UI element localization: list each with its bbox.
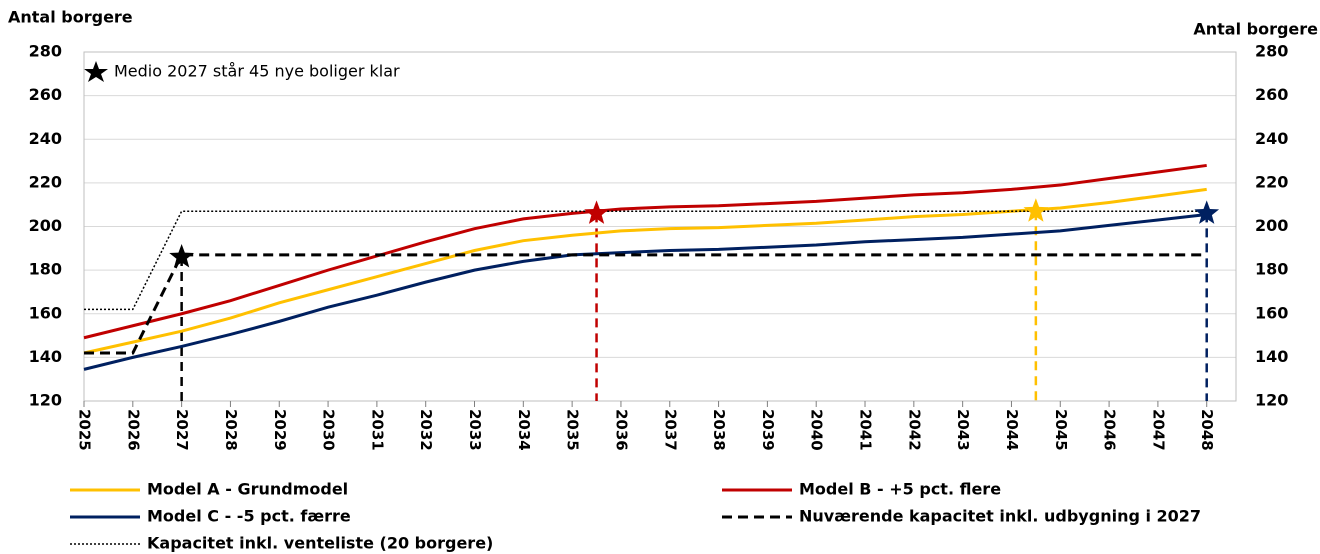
x-tick-label: 2031: [368, 409, 386, 451]
y-tick-label: 140: [29, 347, 62, 366]
series-line: [83, 213, 1207, 371]
y2-tick-label: 220: [1255, 172, 1288, 191]
x-tick-label: 2046: [1101, 409, 1119, 451]
x-tick-label: 2044: [1003, 409, 1021, 451]
legend-label: Model A - Grundmodel: [147, 480, 348, 499]
y-axis-label-right: Antal borgere: [1193, 20, 1318, 39]
x-tick-label: 2028: [222, 409, 240, 451]
y2-tick-label: 200: [1255, 216, 1288, 235]
x-tick-label: 2040: [808, 409, 826, 451]
y-tick-label: 240: [29, 129, 62, 148]
legend-label: Nuværende kapacitet inkl. udbygning i 20…: [799, 507, 1201, 526]
legend-label: Model C - -5 pct. færre: [147, 507, 351, 526]
y-tick-label: 180: [29, 260, 62, 279]
y-tick-label: 160: [29, 303, 62, 322]
milestone-star: [584, 200, 609, 224]
x-tick-label: 2027: [173, 409, 191, 451]
x-tick-label: 2042: [905, 409, 923, 451]
x-tick-label: 2048: [1198, 409, 1216, 451]
x-tick-label: 2025: [76, 409, 94, 451]
y2-tick-label: 260: [1255, 85, 1288, 104]
x-tick-label: 2026: [124, 409, 142, 451]
milestone-star: [1023, 198, 1049, 222]
x-tick-label: 2034: [515, 409, 533, 451]
y2-tick-label: 280: [1255, 42, 1288, 61]
y2-tick-label: 120: [1255, 391, 1288, 410]
y-axis-label-left: Antal borgere: [8, 8, 133, 27]
y-tick-label: 120: [29, 391, 62, 410]
y2-tick-label: 160: [1255, 303, 1288, 322]
annotation: Medio 2027 står 45 nye boliger klar: [114, 62, 400, 81]
x-tick-label: 2039: [759, 409, 777, 451]
y2-tick-label: 140: [1255, 347, 1288, 366]
y-tick-label: 220: [29, 172, 62, 191]
series-line: [84, 210, 1207, 311]
legend-label: Kapacitet inkl. venteliste (20 borgere): [147, 534, 493, 553]
x-tick-label: 2030: [320, 409, 338, 451]
series-line: [83, 163, 1207, 340]
annotation-star: [84, 61, 108, 82]
x-tick-label: 2032: [417, 409, 435, 451]
x-tick-label: 2036: [612, 409, 630, 451]
milestone-star: [169, 244, 194, 268]
y2-tick-label: 180: [1255, 260, 1288, 279]
x-tick-label: 2045: [1052, 409, 1070, 451]
y-tick-label: 260: [29, 85, 62, 104]
x-tick-label: 2043: [954, 409, 972, 451]
y-tick-label: 200: [29, 216, 62, 235]
x-tick-label: 2041: [857, 409, 875, 451]
plot-border: [83, 51, 1237, 402]
legend-label: Model B - +5 pct. flere: [799, 480, 1001, 499]
x-tick-label: 2047: [1149, 409, 1167, 451]
series-line: [84, 253, 1207, 355]
milestone-star: [1194, 200, 1220, 224]
x-tick-label: 2038: [710, 409, 728, 451]
x-tick-label: 2033: [466, 409, 484, 451]
y2-tick-label: 240: [1255, 129, 1288, 148]
y-tick-label: 280: [29, 42, 62, 61]
x-tick-label: 2037: [661, 409, 679, 451]
x-tick-label: 2035: [564, 409, 582, 451]
x-tick-label: 2029: [271, 409, 289, 451]
